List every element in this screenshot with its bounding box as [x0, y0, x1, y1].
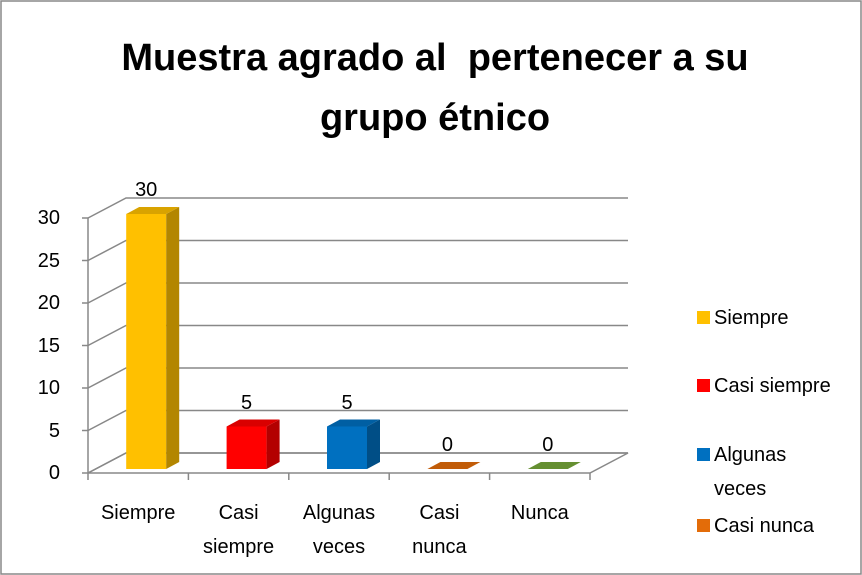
y-tick-label: 15 [37, 334, 60, 357]
chart-title: Muestra agrado al pertenecer a su grupo … [121, 37, 760, 139]
legend-label: Algunas veces [714, 444, 787, 500]
bar-front [327, 426, 367, 469]
value-label: 5 [241, 391, 253, 414]
value-label: 5 [341, 391, 353, 414]
grid-line [87, 409, 628, 432]
bar-side [266, 419, 280, 469]
y-tick-label: 30 [37, 207, 60, 229]
bar-front [126, 214, 167, 469]
grid-line [87, 367, 628, 389]
x-tick-label: Nunca [510, 502, 569, 524]
bar-side [367, 419, 380, 469]
y-tick-label: 10 [37, 377, 60, 399]
x-tick-label: Casi nunca [412, 502, 467, 558]
x-tick-label: Casi siempre [203, 502, 275, 558]
bar-side [166, 207, 180, 469]
bar-top [527, 462, 581, 469]
y-tick-label: 25 [37, 249, 60, 272]
grid-line [87, 239, 628, 262]
value-label: 0 [441, 434, 453, 456]
bar-front [226, 426, 267, 469]
legend-label: Casi nunca [714, 515, 815, 537]
y-tick-label: 0 [48, 462, 60, 484]
bar-top [226, 419, 280, 427]
grid-line [87, 197, 628, 219]
legend-label: Siempre [714, 307, 789, 329]
bar-top [427, 462, 481, 469]
grid-line [87, 282, 628, 304]
value-label: 30 [135, 179, 158, 201]
grid-line [87, 452, 628, 474]
legend-swatch [697, 448, 710, 461]
y-tick-label: 20 [37, 292, 60, 314]
value-label: 0 [542, 434, 554, 456]
bar-top [327, 419, 380, 427]
legend-label: Casi siempre [714, 375, 831, 397]
grid-line [87, 324, 628, 347]
x-tick-label: Siempre [100, 502, 176, 524]
bar-top [126, 207, 180, 214]
legend-swatch [697, 311, 710, 324]
x-tick-label: Algunas veces [302, 502, 376, 558]
y-tick-label: 5 [48, 419, 60, 442]
legend-swatch [697, 379, 710, 392]
legend-swatch [697, 519, 710, 532]
